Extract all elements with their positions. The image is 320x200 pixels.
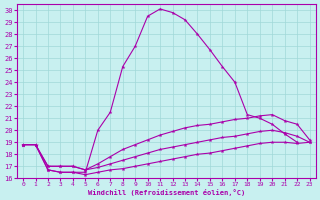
- X-axis label: Windchill (Refroidissement éolien,°C): Windchill (Refroidissement éolien,°C): [88, 189, 245, 196]
